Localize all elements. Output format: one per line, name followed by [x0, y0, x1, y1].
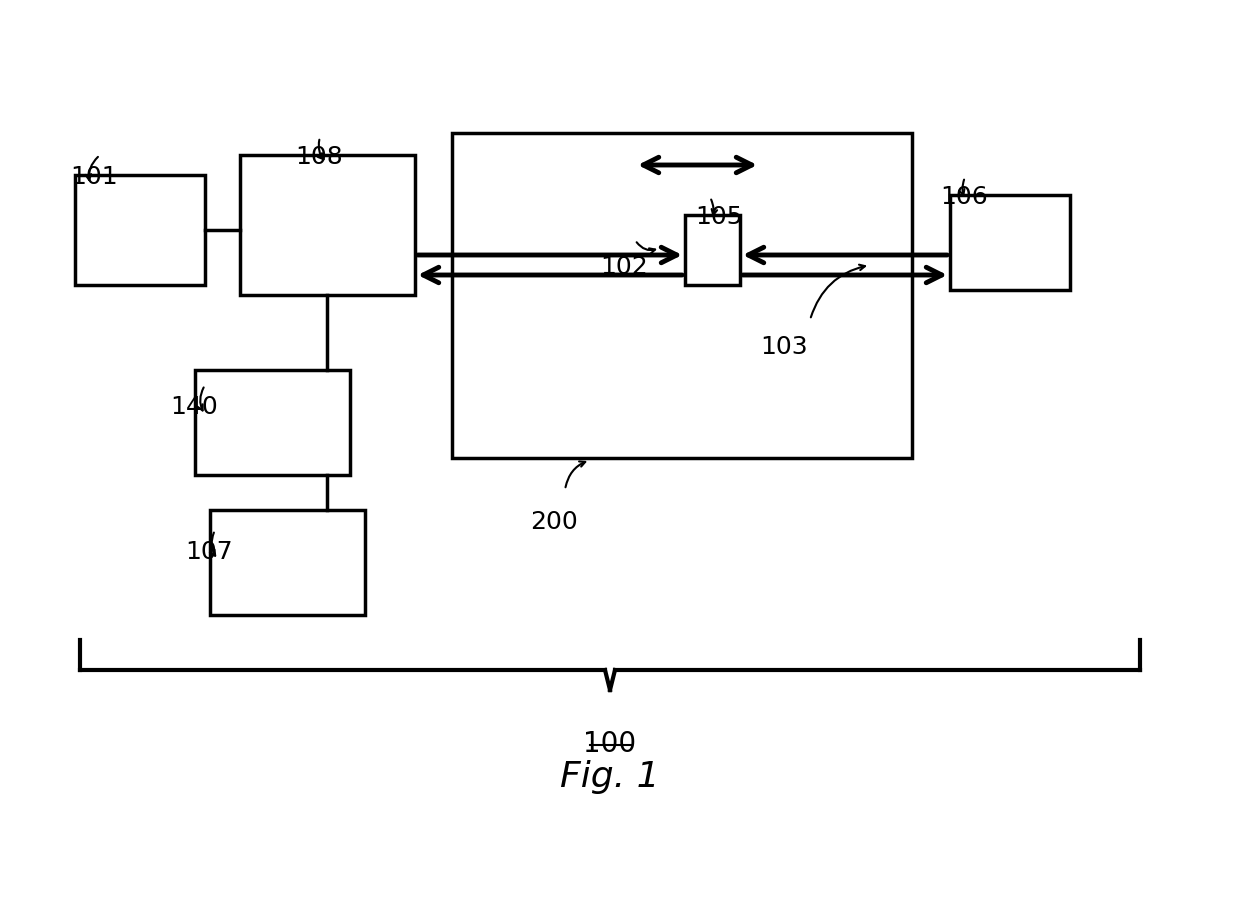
Text: 101: 101: [69, 165, 118, 189]
FancyBboxPatch shape: [241, 155, 415, 295]
FancyBboxPatch shape: [74, 175, 205, 285]
Text: 108: 108: [295, 145, 342, 169]
Text: 200: 200: [529, 510, 578, 534]
Text: 140: 140: [170, 395, 218, 419]
Text: 107: 107: [185, 540, 233, 564]
FancyBboxPatch shape: [684, 215, 740, 285]
FancyBboxPatch shape: [210, 510, 365, 615]
Text: 100: 100: [584, 730, 636, 758]
Text: 105: 105: [694, 205, 743, 229]
Text: Fig. 1: Fig. 1: [560, 760, 660, 794]
FancyBboxPatch shape: [453, 133, 911, 458]
Text: 106: 106: [940, 185, 988, 209]
Text: 102: 102: [600, 255, 647, 279]
FancyBboxPatch shape: [950, 195, 1070, 290]
Text: 103: 103: [760, 335, 807, 359]
FancyBboxPatch shape: [195, 370, 350, 475]
